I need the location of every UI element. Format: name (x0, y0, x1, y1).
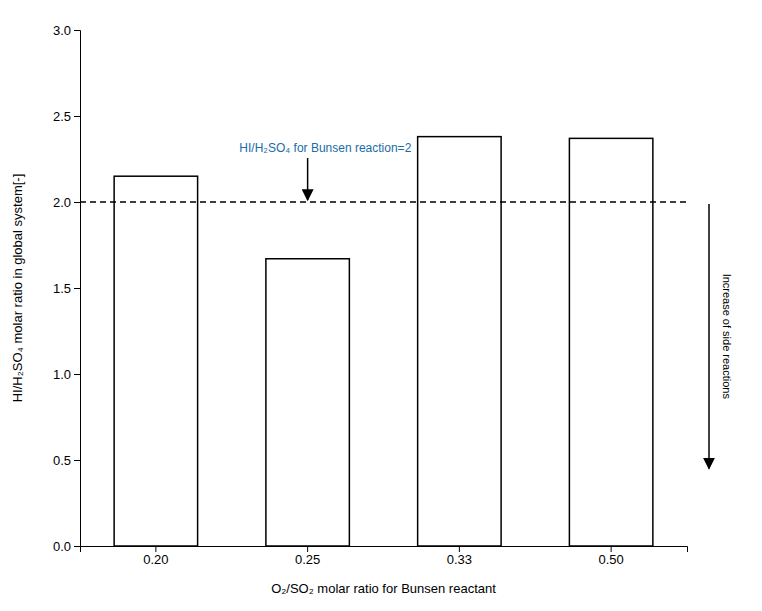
y-axis-title: HI/H₂SO₄ molar ratio in global system[-] (10, 174, 25, 403)
y-tick: 3.0 (53, 23, 80, 38)
y-axis: 0.0 0.5 1.0 1.5 2.0 2.5 3.0 (53, 23, 81, 554)
plot: 0.20 0.25 0.33 0.50 0.0 0.5 1.0 1.5 2.0 2.5 3.0 HI/… (53, 23, 733, 568)
x-axis: 0.20 0.25 0.33 0.50 (81, 546, 688, 567)
y-tick: 2.5 (53, 109, 80, 124)
y-tick-label: 2.5 (53, 109, 71, 124)
y-tick-label: 0.0 (53, 539, 71, 554)
y-tick: 2.0 (53, 195, 80, 210)
x-axis-line (81, 547, 688, 553)
side-arrow (708, 204, 710, 469)
x-axis-title: O₂/SO₂ molar ratio for Bunsen reactant (271, 581, 496, 596)
x-tick-mark (155, 546, 156, 552)
x-tick-mark (459, 546, 460, 552)
y-tick: 1.5 (53, 281, 80, 296)
y-tick-mark (74, 546, 80, 547)
side-annotation-text: Increase of side reactions (721, 274, 733, 400)
bar (266, 259, 349, 546)
annotation-text: HI/H₂SO₄ for Bunsen reaction=2 (239, 141, 411, 155)
x-tick: 0.33 (447, 546, 472, 567)
x-tick-mark (611, 546, 612, 552)
y-tick-label: 0.5 (53, 453, 71, 468)
x-tick-label: 0.50 (598, 552, 623, 567)
y-tick-mark (74, 30, 80, 31)
y-tick-label: 3.0 (53, 23, 71, 38)
bar (418, 137, 501, 546)
marks (80, 137, 687, 546)
reference-line (80, 201, 687, 203)
y-tick-label: 2.0 (53, 195, 71, 210)
y-tick-label: 1.0 (53, 367, 71, 382)
y-tick: 0.0 (53, 539, 80, 554)
y-tick-label: 1.5 (53, 281, 71, 296)
x-tick: 0.20 (143, 546, 168, 567)
x-tick-label: 0.33 (447, 552, 472, 567)
chart: 0.20 0.25 0.33 0.50 0.0 0.5 1.0 1.5 2.0 2.5 3.0 HI/… (0, 0, 762, 611)
bar (569, 138, 652, 546)
y-tick: 1.0 (53, 367, 80, 382)
y-tick-mark (74, 202, 80, 203)
y-axis-line (74, 31, 81, 547)
x-tick: 0.50 (598, 546, 623, 567)
x-tick-label: 0.25 (295, 552, 320, 567)
bar (114, 176, 197, 546)
y-tick-mark (74, 116, 80, 117)
y-tick: 0.5 (53, 453, 80, 468)
y-tick-mark (74, 374, 80, 375)
annotation-arrow (307, 158, 309, 200)
y-tick-mark (74, 460, 80, 461)
x-tick: 0.25 (295, 546, 320, 567)
y-tick-mark (74, 288, 80, 289)
x-tick-label: 0.20 (143, 552, 168, 567)
x-tick-mark (307, 546, 308, 552)
